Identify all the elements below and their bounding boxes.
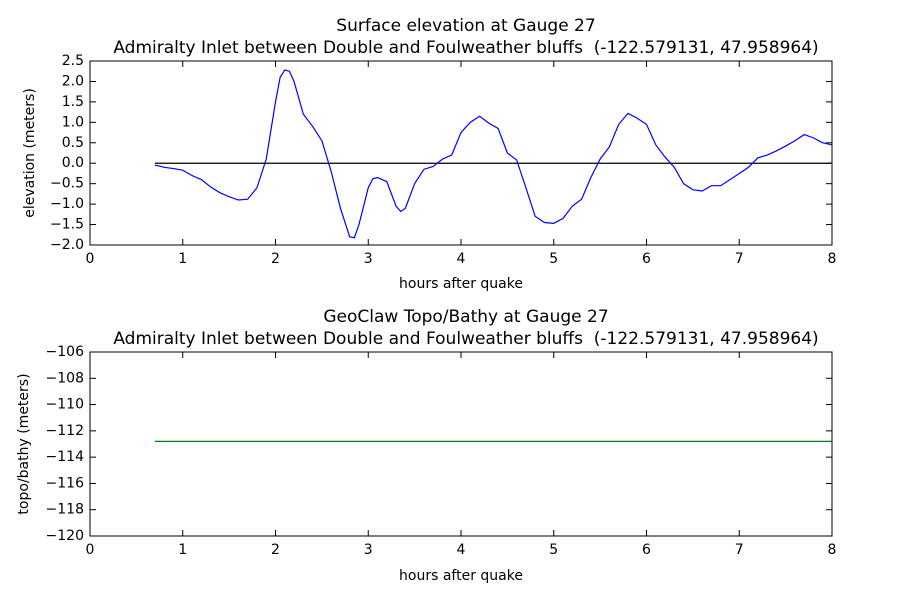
- x-tick-label: 3: [364, 542, 373, 558]
- x-tick-label: 1: [178, 542, 187, 558]
- x-tick-label: 1: [178, 251, 187, 267]
- x-tick-label: 6: [642, 251, 651, 267]
- y-tick-label: −0.5: [50, 176, 84, 192]
- y-tick-label: 1.0: [62, 114, 84, 130]
- x-axis-label: hours after quake: [399, 276, 523, 292]
- x-tick-label: 5: [549, 251, 558, 267]
- y-tick-label: 1.5: [62, 94, 84, 110]
- y-tick-label: −1.0: [50, 196, 84, 212]
- x-tick-label: 0: [86, 251, 95, 267]
- x-tick-label: 2: [271, 251, 280, 267]
- x-tick-label: 3: [364, 251, 373, 267]
- x-tick-label: 0: [86, 542, 95, 558]
- x-tick-label: 2: [271, 542, 280, 558]
- y-axis-label: elevation (meters): [22, 88, 38, 218]
- y-tick-label: −116: [46, 475, 85, 491]
- series-line: [154, 69, 833, 239]
- y-tick-label: 2.0: [62, 73, 84, 89]
- x-tick-label: 8: [828, 542, 837, 558]
- x-tick-label: 5: [549, 542, 558, 558]
- x-tick-label: 6: [642, 542, 651, 558]
- y-tick-label: −1.5: [50, 217, 84, 233]
- y-tick-label: −106: [46, 344, 85, 360]
- chart-title: Surface elevation at Gauge 27: [336, 16, 595, 36]
- x-tick-label: 8: [828, 251, 837, 267]
- y-axis-label: topo/bathy (meters): [16, 373, 32, 514]
- y-tick-label: −118: [46, 502, 84, 518]
- y-tick-label: 0.5: [62, 135, 84, 151]
- chart-subtitle: Admiralty Inlet between Double and Foulw…: [113, 38, 818, 58]
- x-tick-label: 4: [457, 542, 466, 558]
- plot-frame: [89, 60, 833, 246]
- y-tick-label: −120: [46, 528, 84, 544]
- chart-title: GeoClaw Topo/Bathy at Gauge 27: [323, 307, 608, 327]
- y-tick-label: −112: [46, 423, 84, 439]
- x-axis-label: hours after quake: [399, 568, 523, 584]
- y-tick-label: −110: [46, 397, 84, 413]
- chart-subtitle: Admiralty Inlet between Double and Foulw…: [113, 329, 818, 349]
- y-tick-label: −2.0: [50, 237, 84, 253]
- x-tick-label: 4: [457, 251, 466, 267]
- y-tick-label: 2.5: [62, 53, 84, 69]
- plot-frame: [89, 351, 833, 537]
- y-tick-label: −114: [46, 449, 85, 465]
- x-tick-label: 7: [735, 542, 744, 558]
- x-tick-label: 7: [735, 251, 744, 267]
- y-tick-label: 0.0: [62, 155, 84, 171]
- y-tick-label: −108: [46, 370, 84, 386]
